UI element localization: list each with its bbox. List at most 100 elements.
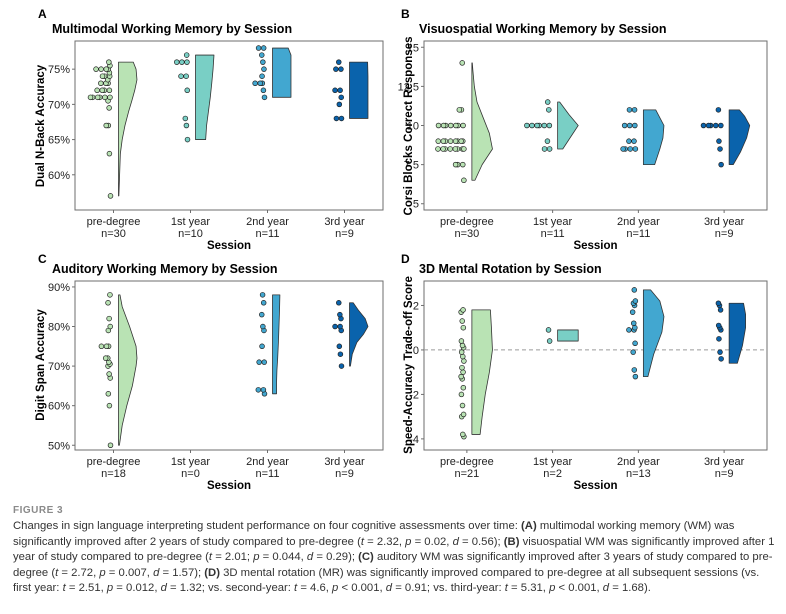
data-point: [458, 391, 465, 398]
density-cloud: [471, 62, 493, 181]
y-tick-label: 0: [413, 345, 419, 357]
plot-frame: [74, 40, 384, 211]
y-tick-label: 70%: [48, 99, 70, 111]
data-point: [184, 136, 191, 143]
series-2nd-year: [252, 45, 292, 101]
data-point: [447, 146, 453, 152]
panel-title: Visuospatial Working Memory by Session: [419, 22, 667, 36]
density-cloud: [557, 329, 579, 342]
y-tick-label: 60%: [48, 170, 70, 182]
y-tick-label: 2: [413, 300, 419, 312]
data-point: [459, 364, 465, 371]
data-point: [252, 80, 258, 86]
n-label: n=9: [335, 468, 354, 480]
data-point: [99, 87, 105, 94]
density-cloud: [642, 109, 665, 166]
data-point: [107, 323, 113, 330]
n-label: n=11: [626, 228, 650, 240]
x-axis-label: Session: [207, 240, 251, 252]
data-point: [260, 323, 266, 330]
data-point: [448, 122, 454, 129]
data-point: [440, 138, 447, 144]
n-label: n=18: [101, 468, 126, 480]
data-point: [546, 146, 553, 152]
data-point: [107, 94, 113, 101]
x-tick-label: 1st year: [171, 456, 210, 468]
data-point: [620, 146, 626, 152]
data-point: [99, 73, 106, 79]
data-point: [182, 115, 189, 122]
data-point: [456, 107, 463, 113]
series-3rd-year: [332, 300, 369, 369]
y-tick-label: 70%: [48, 361, 70, 373]
plot-frame: [423, 280, 768, 451]
data-point: [460, 384, 467, 391]
data-point: [336, 343, 343, 350]
data-point: [716, 336, 722, 342]
data-point: [106, 105, 112, 111]
data-point: [632, 340, 638, 347]
data-point: [715, 322, 722, 329]
y-tick-label: 12.5: [398, 81, 419, 93]
density-cloud: [642, 289, 665, 378]
data-point: [256, 359, 262, 365]
panel-title: 3D Mental Rotation by Session: [419, 262, 602, 276]
data-point: [183, 52, 190, 58]
data-point: [184, 59, 190, 65]
panel-C: C Auditory Working Memory by Session 50% 60…: [35, 252, 384, 492]
data-point: [705, 122, 712, 129]
data-point: [460, 324, 467, 331]
data-point: [338, 66, 344, 72]
data-point: [333, 66, 339, 72]
series-3rd-year: [715, 300, 746, 364]
panel-B: B Visuospatial Working Memory by Session 5…: [398, 7, 768, 252]
panel-letter: C: [38, 252, 47, 266]
y-tick-label: -4: [409, 434, 419, 446]
series-1st-year: [524, 99, 579, 152]
data-point: [107, 292, 113, 298]
data-point: [332, 323, 338, 330]
data-point: [106, 87, 113, 94]
data-point: [632, 146, 639, 152]
data-point: [98, 66, 104, 72]
data-point: [338, 115, 345, 122]
data-point: [717, 307, 724, 313]
data-point: [440, 146, 446, 152]
data-point: [260, 87, 267, 94]
y-axis-label: Speed-Accuracy Trade-off Score: [403, 276, 415, 454]
data-point: [259, 52, 265, 58]
data-point: [255, 45, 262, 51]
y-tick-label: 10: [407, 121, 419, 133]
data-point: [459, 318, 465, 324]
data-point: [544, 99, 551, 105]
panel-D: D 3D Mental Rotation by Session -4 -2 0 2Spee…: [401, 252, 768, 492]
data-point: [460, 161, 466, 168]
data-point: [460, 122, 466, 129]
data-point: [94, 87, 100, 94]
data-point: [632, 373, 639, 380]
data-point: [87, 94, 94, 101]
n-label: n=0: [181, 468, 200, 480]
density-cloud: [272, 294, 281, 395]
n-label: n=30: [454, 228, 479, 240]
data-point: [337, 351, 344, 357]
figure-panels: A Multimodal Working Memory by Session 60%…: [35, 7, 768, 492]
density-cloud: [349, 61, 369, 119]
data-point: [184, 87, 190, 94]
x-tick-label: 1st year: [533, 216, 572, 228]
data-point: [541, 146, 548, 152]
series-pre-degree: [98, 292, 138, 449]
data-point: [337, 323, 343, 330]
data-point: [630, 349, 636, 355]
data-point: [174, 59, 180, 65]
n-label: n=10: [178, 228, 203, 240]
data-point: [460, 431, 466, 438]
density-cloud: [471, 309, 493, 435]
data-point: [632, 298, 639, 304]
data-point: [261, 359, 267, 365]
data-point: [260, 45, 267, 51]
data-point: [452, 138, 459, 144]
data-point: [626, 107, 633, 113]
data-point: [259, 343, 265, 350]
data-point: [255, 387, 262, 393]
